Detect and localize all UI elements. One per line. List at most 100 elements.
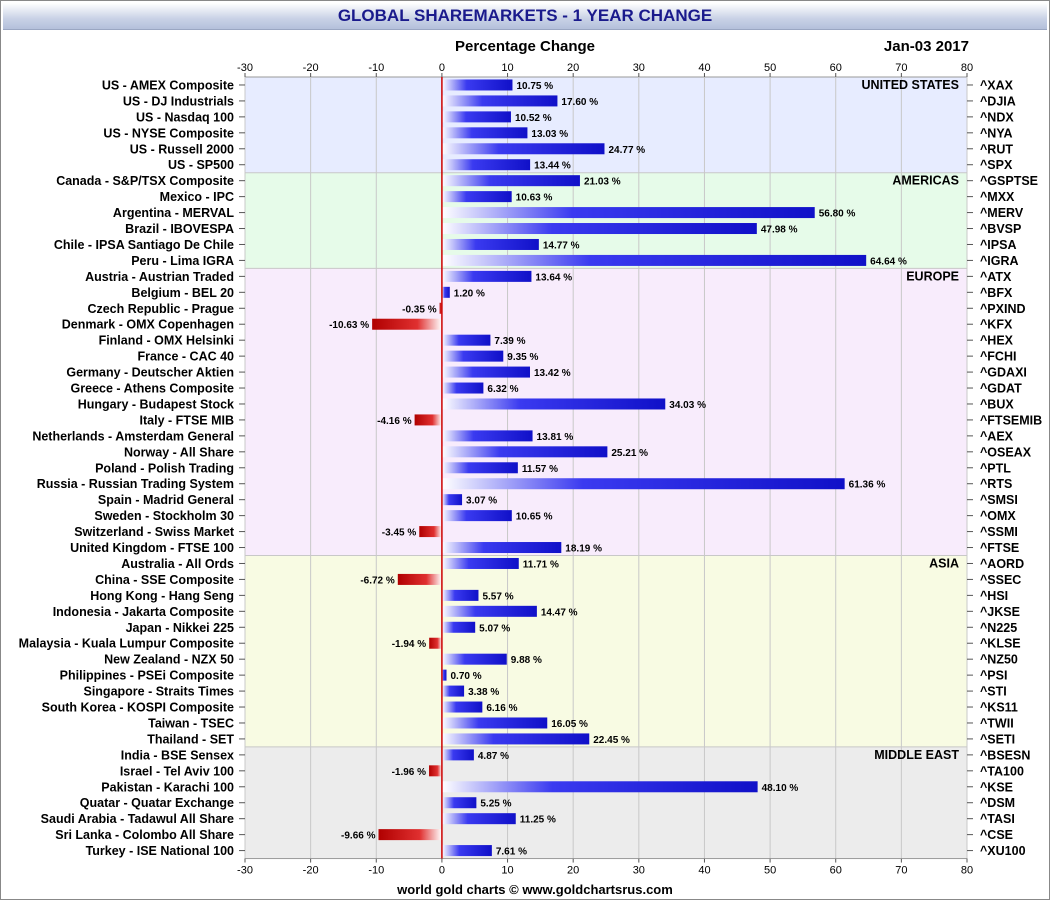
row-label: Mexico - IPC bbox=[160, 190, 234, 204]
x-tick-label-bottom: -10 bbox=[368, 865, 384, 877]
bar bbox=[441, 557, 519, 569]
value-label: 6.32 % bbox=[487, 384, 518, 395]
value-label: 13.81 % bbox=[537, 432, 574, 443]
ticker-code: ^PSI bbox=[980, 669, 1007, 683]
value-label: 10.52 % bbox=[515, 113, 552, 124]
x-tick-label-top: 0 bbox=[439, 62, 445, 74]
x-tick-label-top: 10 bbox=[501, 62, 513, 74]
bar bbox=[441, 589, 479, 601]
ticker-code: ^IGRA bbox=[980, 254, 1019, 268]
ticker-code: ^NDX bbox=[980, 110, 1014, 124]
row-label: Argentina - MERVAL bbox=[113, 206, 234, 220]
bar bbox=[441, 127, 528, 139]
chart-subtitle: Percentage Change bbox=[455, 38, 595, 55]
bar bbox=[372, 318, 442, 330]
bar bbox=[441, 717, 548, 729]
x-tick-label-bottom: 80 bbox=[961, 865, 973, 877]
ticker-code: ^XU100 bbox=[980, 844, 1026, 858]
region-background-middle-east bbox=[245, 746, 967, 859]
bar bbox=[441, 191, 512, 203]
value-label: 11.25 % bbox=[520, 815, 556, 826]
x-tick-label-bottom: 60 bbox=[830, 865, 842, 877]
row-label: France - CAC 40 bbox=[137, 350, 234, 364]
bar bbox=[441, 845, 492, 857]
bar bbox=[441, 382, 484, 394]
row-label: Poland - Polish Trading bbox=[95, 461, 234, 475]
bar bbox=[441, 79, 513, 91]
bar bbox=[441, 669, 447, 681]
ticker-code: ^AORD bbox=[980, 557, 1024, 571]
row-label: US - Nasdaq 100 bbox=[136, 110, 234, 124]
x-tick-label-bottom: -30 bbox=[237, 865, 253, 877]
row-label: Quatar - Quatar Exchange bbox=[80, 796, 234, 810]
value-label: 7.61 % bbox=[496, 847, 527, 858]
value-label: 48.10 % bbox=[762, 783, 799, 794]
value-label: 13.42 % bbox=[534, 368, 571, 379]
bar bbox=[429, 637, 442, 649]
x-tick-label-top: 70 bbox=[895, 62, 907, 74]
bar bbox=[441, 159, 531, 171]
bar bbox=[429, 765, 442, 777]
ticker-code: ^ATX bbox=[980, 270, 1012, 284]
bar-chart: UNITED STATES AMERICAS EUROPE ASIA MIDDLE EA… bbox=[19, 38, 1043, 897]
bar bbox=[441, 95, 558, 107]
ticker-code: ^NYA bbox=[980, 126, 1013, 140]
bar bbox=[441, 478, 845, 490]
bar bbox=[441, 366, 530, 378]
x-tick-label-bottom: 10 bbox=[501, 865, 513, 877]
value-label: 5.25 % bbox=[480, 799, 511, 810]
x-tick-label-bottom: 20 bbox=[567, 865, 579, 877]
ticker-code: ^SMSI bbox=[980, 493, 1018, 507]
bar bbox=[441, 270, 532, 282]
value-label: -0.35 % bbox=[402, 304, 437, 315]
row-label: Malaysia - Kuala Lumpur Composite bbox=[19, 637, 234, 651]
ticker-code: ^N225 bbox=[980, 621, 1017, 635]
value-label: 10.75 % bbox=[516, 81, 553, 92]
row-label: Sweden - Stockholm 30 bbox=[94, 509, 234, 523]
region-label-middle-east: MIDDLE EAST bbox=[874, 748, 959, 762]
value-label: 22.45 % bbox=[593, 735, 630, 746]
row-label: South Korea - KOSPI Composite bbox=[42, 701, 234, 715]
row-label: Netherlands - Amsterdam General bbox=[32, 429, 234, 443]
row-label: Canada - S&P/TSX Composite bbox=[56, 174, 234, 188]
value-label: 6.16 % bbox=[486, 703, 517, 714]
x-tick-label-top: -20 bbox=[303, 62, 319, 74]
x-tick-label-top: 20 bbox=[567, 62, 579, 74]
row-label: Indonesia - Jakarta Composite bbox=[53, 605, 234, 619]
ticker-code: ^PTL bbox=[980, 461, 1011, 475]
x-tick-label-bottom: 70 bbox=[895, 865, 907, 877]
value-label: 11.57 % bbox=[522, 464, 558, 475]
ticker-code: ^JKSE bbox=[980, 605, 1020, 619]
bar bbox=[378, 829, 442, 841]
ticker-code: ^KLSE bbox=[980, 637, 1021, 651]
row-label: US - DJ Industrials bbox=[123, 94, 234, 108]
bar bbox=[441, 605, 537, 617]
value-label: 34.03 % bbox=[669, 400, 706, 411]
ticker-code: ^RUT bbox=[980, 142, 1013, 156]
bar bbox=[414, 414, 442, 426]
ticker-code: ^GDAXI bbox=[980, 366, 1027, 380]
ticker-code: ^MXX bbox=[980, 190, 1015, 204]
bar bbox=[441, 749, 474, 761]
x-tick-label-top: 80 bbox=[961, 62, 973, 74]
value-label: -1.96 % bbox=[392, 767, 427, 778]
ticker-code: ^DSM bbox=[980, 796, 1015, 810]
row-label: Hong Kong - Hang Seng bbox=[90, 589, 234, 603]
ticker-code: ^RTS bbox=[980, 477, 1012, 491]
row-label: China - SSE Composite bbox=[95, 573, 234, 587]
ticker-code: ^BUX bbox=[980, 397, 1014, 411]
region-label-europe: EUROPE bbox=[906, 269, 959, 283]
x-tick-label-bottom: 30 bbox=[633, 865, 645, 877]
row-label: Russia - Russian Trading System bbox=[37, 477, 234, 491]
row-label: Brazil - IBOVESPA bbox=[125, 222, 234, 236]
row-label: US - NYSE Composite bbox=[103, 126, 234, 140]
row-label: US - Russell 2000 bbox=[130, 142, 234, 156]
row-label: Pakistan - Karachi 100 bbox=[101, 780, 234, 794]
bar bbox=[441, 653, 507, 665]
value-label: 7.39 % bbox=[494, 336, 525, 347]
value-label: 10.63 % bbox=[516, 193, 553, 204]
value-label: 5.57 % bbox=[482, 591, 513, 602]
value-label: 13.03 % bbox=[531, 129, 568, 140]
ticker-code: ^SPX bbox=[980, 158, 1013, 172]
footer-credit: world gold charts © www.goldchartsrus.co… bbox=[396, 882, 673, 897]
